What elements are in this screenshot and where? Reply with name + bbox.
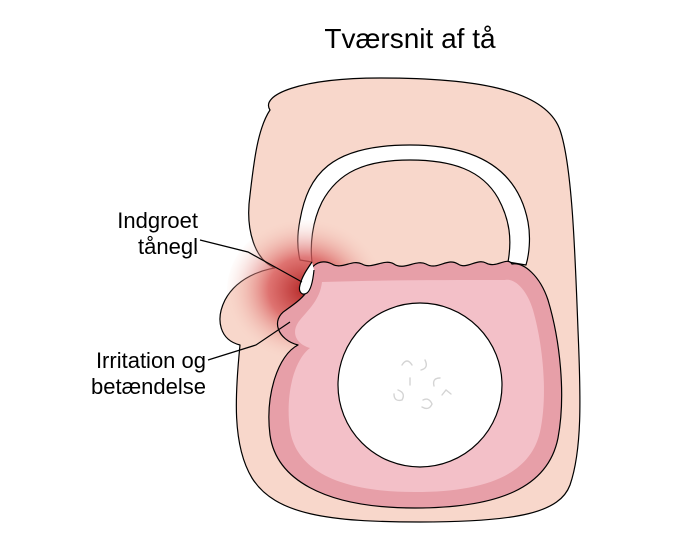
- bone-shape: [338, 303, 502, 467]
- diagram-title: Tværsnit af tå: [324, 23, 496, 54]
- label-ingrown-nail-l2: tånegl: [138, 234, 198, 259]
- label-ingrown-nail-l1: Indgroet: [117, 208, 198, 233]
- label-irritation-l2: betændelse: [91, 374, 206, 399]
- label-irritation-l1: Irritation og: [96, 348, 206, 373]
- toe-cross-section-diagram: Tværsnit af tå Indgroet tånegl Irritatio…: [0, 0, 700, 554]
